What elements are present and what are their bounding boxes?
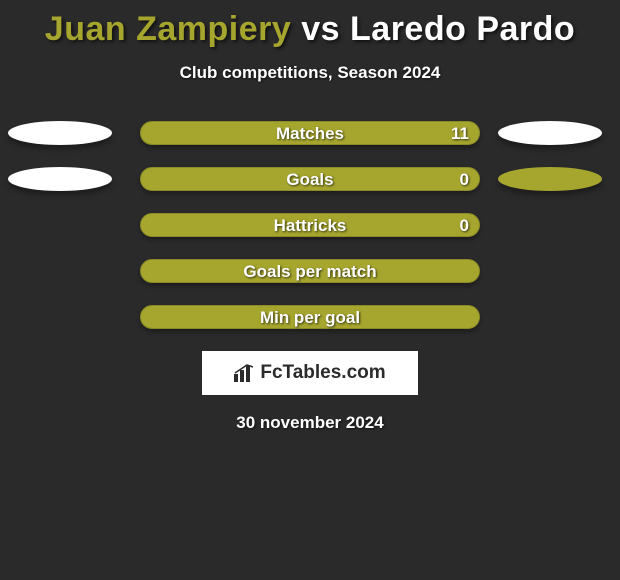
logo-text: FcTables.com xyxy=(260,362,385,384)
stat-rows: Matches 11 Goals 0 Hattricks 0 Goals per… xyxy=(0,121,620,329)
stat-row: Min per goal xyxy=(0,305,620,329)
stat-bar: Goals 0 xyxy=(140,167,480,191)
chart-icon xyxy=(234,364,256,382)
stat-bar: Hattricks 0 xyxy=(140,213,480,237)
stat-label: Matches xyxy=(141,122,479,146)
stat-label: Goals per match xyxy=(141,260,479,284)
stat-row: Matches 11 xyxy=(0,121,620,145)
stat-row: Goals per match xyxy=(0,259,620,283)
stat-bar: Min per goal xyxy=(140,305,480,329)
right-ellipse xyxy=(498,121,602,145)
vs-text: vs xyxy=(301,10,340,48)
stat-label: Goals xyxy=(141,168,479,192)
logo-box: FcTables.com xyxy=(202,351,418,395)
stat-bar: Goals per match xyxy=(140,259,480,283)
comparison-title: Juan Zampiery vs Laredo Pardo xyxy=(0,0,620,49)
stat-bar: Matches 11 xyxy=(140,121,480,145)
stat-row: Hattricks 0 xyxy=(0,213,620,237)
left-ellipse xyxy=(8,167,112,191)
left-ellipse xyxy=(8,121,112,145)
subtitle: Club competitions, Season 2024 xyxy=(0,63,620,83)
stat-row: Goals 0 xyxy=(0,167,620,191)
stat-value: 11 xyxy=(451,122,469,146)
logo: FcTables.com xyxy=(234,362,385,384)
date-text: 30 november 2024 xyxy=(0,413,620,433)
right-ellipse xyxy=(498,167,602,191)
stat-value: 0 xyxy=(460,214,469,238)
player1-name: Juan Zampiery xyxy=(45,10,291,48)
player2-name: Laredo Pardo xyxy=(350,10,575,48)
stat-label: Min per goal xyxy=(141,306,479,330)
stat-value: 0 xyxy=(460,168,469,192)
stat-label: Hattricks xyxy=(141,214,479,238)
